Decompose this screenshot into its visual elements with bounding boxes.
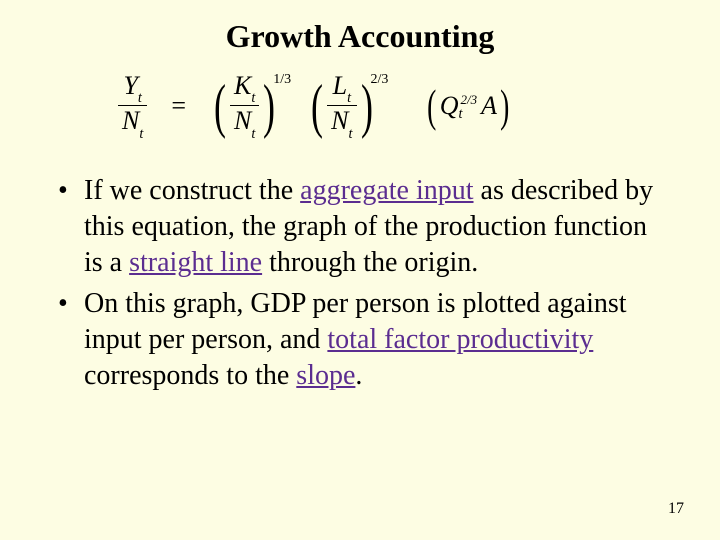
highlight-tfp: total factor productivity xyxy=(327,324,593,355)
slide-title: Growth Accounting xyxy=(48,18,672,55)
bullet-list: If we construct the aggregate input as d… xyxy=(48,173,672,394)
slide: Growth Accounting Yt Nt = ( Kt Nt ) 1/3 … xyxy=(0,0,720,540)
exponent-two-thirds: 2/3 xyxy=(370,72,388,88)
term-k-over-n: ( Kt Nt ) 1/3 xyxy=(210,73,297,139)
fraction-y-over-n: Yt Nt xyxy=(118,73,147,139)
highlight-slope: slope xyxy=(296,360,355,391)
exponent-one-third: 1/3 xyxy=(273,72,291,88)
page-number: 17 xyxy=(668,500,684,518)
term-q-a: ( Qt2/3A ) xyxy=(424,83,512,129)
bullet-item-2: On this graph, GDP per person is plotted… xyxy=(58,286,672,393)
highlight-aggregate-input: aggregate input xyxy=(300,175,473,206)
highlight-straight-line: straight line xyxy=(129,247,262,278)
term-l-over-n: ( Lt Nt ) 2/3 xyxy=(307,73,394,139)
equals-sign: = xyxy=(171,91,186,121)
equation: Yt Nt = ( Kt Nt ) 1/3 ( Lt Nt ) xyxy=(118,73,672,139)
bullet-item-1: If we construct the aggregate input as d… xyxy=(58,173,672,280)
